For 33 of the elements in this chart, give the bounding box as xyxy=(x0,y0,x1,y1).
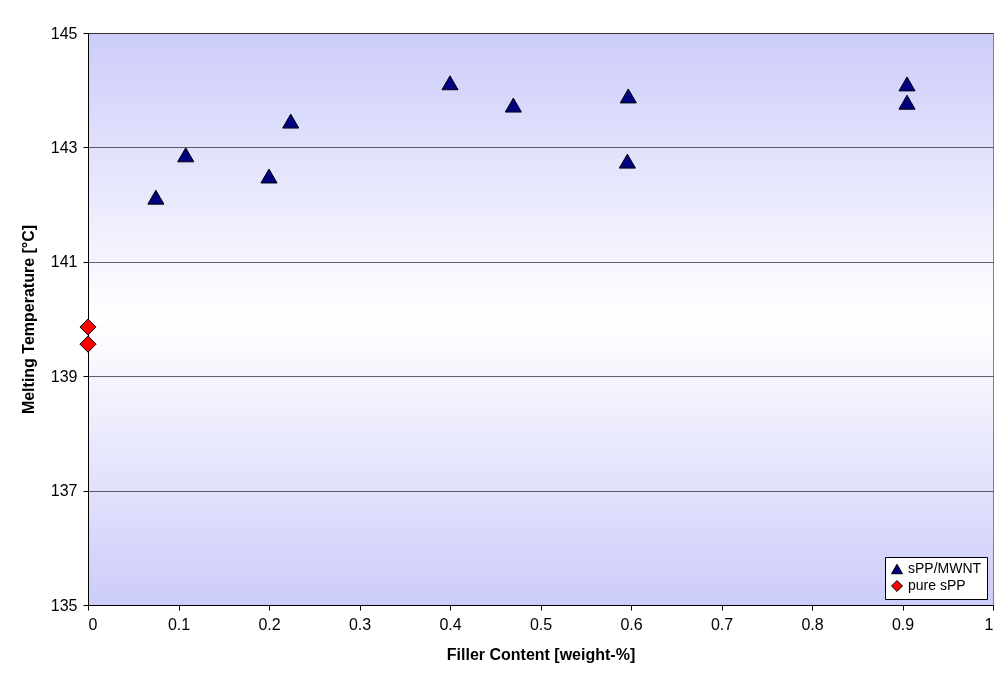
point xyxy=(504,97,522,113)
x-tick-label: 0.1 xyxy=(167,615,191,633)
x-tick-label: 0.4 xyxy=(439,615,462,633)
y-tick-label: 135 xyxy=(50,596,78,614)
point xyxy=(177,147,195,163)
point xyxy=(79,335,97,353)
y-tick-label: 137 xyxy=(50,482,78,500)
legend-label: sPP/MWNT xyxy=(908,560,982,576)
x-tick-label: 0 xyxy=(88,615,98,633)
x-tick-label: 0.3 xyxy=(348,615,372,633)
x-tick-label: 0.7 xyxy=(710,615,734,633)
point xyxy=(147,189,165,205)
point xyxy=(619,88,637,104)
y-tick-label: 141 xyxy=(50,253,78,271)
x-axis-title: Filler Content [weight-%] xyxy=(446,645,636,663)
x-tick-label: 0.6 xyxy=(620,615,643,633)
x-tick-label: 0.5 xyxy=(529,615,553,633)
point xyxy=(282,113,300,129)
x-tick-label: 0.2 xyxy=(258,615,281,633)
point xyxy=(618,153,636,169)
point xyxy=(898,94,916,110)
x-tick-label: 0.9 xyxy=(891,615,915,633)
point xyxy=(898,76,916,92)
legend-label: pure sPP xyxy=(908,577,966,593)
y-tick-label: 139 xyxy=(50,367,78,385)
x-tick-label: 0.8 xyxy=(801,615,824,633)
y-tick-label: 143 xyxy=(50,138,78,156)
point xyxy=(260,168,278,184)
x-tick-label: 1 xyxy=(984,615,994,633)
y-axis-title: Melting Temperature [°C] xyxy=(19,224,37,415)
y-tick-label: 145 xyxy=(50,24,78,42)
point xyxy=(79,318,97,336)
point xyxy=(441,75,459,91)
